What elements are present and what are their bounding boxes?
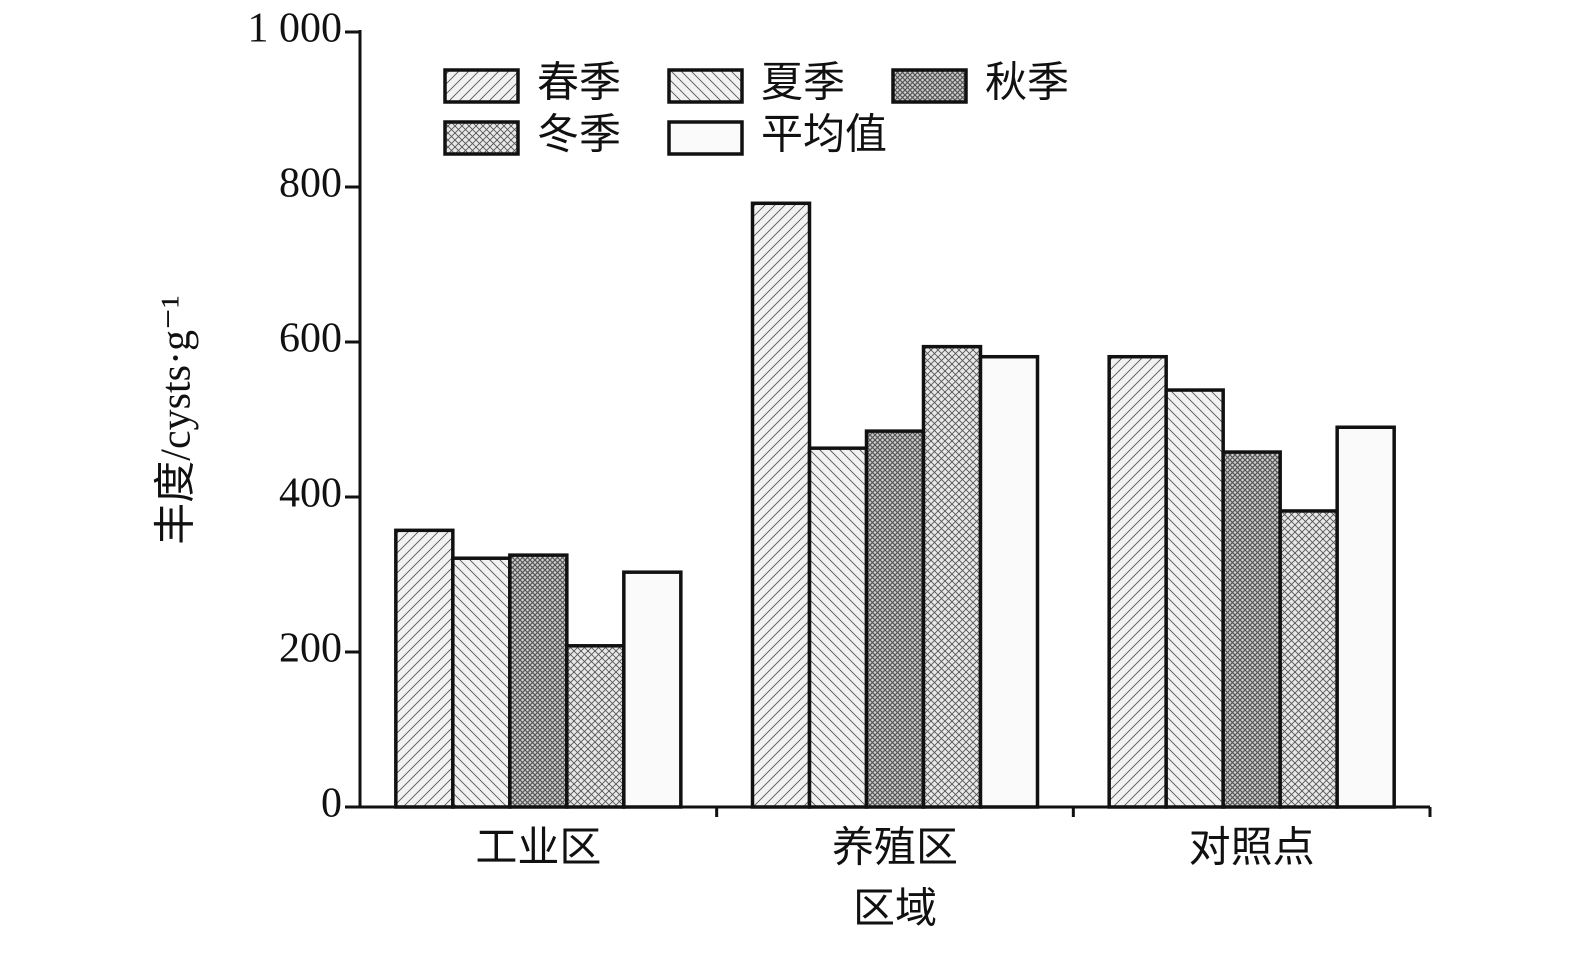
y-tick-label: 600 (279, 316, 342, 362)
y-tick-label: 1 000 (248, 6, 343, 52)
bar (921, 344, 983, 809)
legend-label: 平均值 (761, 113, 887, 159)
legend-label: 冬季 (537, 113, 621, 159)
legend-swatch (443, 120, 520, 156)
bar (394, 528, 455, 809)
y-tick-label: 400 (279, 471, 342, 517)
y-tick-label: 800 (279, 161, 342, 207)
bar (1335, 425, 1396, 809)
legend-swatch (891, 68, 968, 104)
legend-label: 夏季 (761, 61, 845, 107)
bar (1164, 388, 1225, 809)
legend-label: 春季 (537, 61, 621, 107)
y-tick-label: 200 (279, 626, 342, 672)
legend-label: 秋季 (985, 61, 1069, 107)
y-axis-title: 丰度/cysts·g⁻¹ (154, 295, 200, 544)
legend-swatch (443, 68, 520, 104)
bar (565, 644, 626, 809)
bar (508, 553, 569, 809)
bar (864, 429, 926, 809)
bar (622, 570, 683, 809)
x-tick-label: 养殖区 (832, 825, 958, 872)
x-axis-title: 区域 (853, 887, 937, 933)
x-tick-label: 工业区 (475, 826, 601, 872)
bar (1221, 450, 1282, 809)
legend-swatch (667, 120, 744, 156)
bar (807, 446, 869, 809)
bar (1278, 509, 1339, 809)
legend-swatch (667, 68, 744, 104)
bar (978, 354, 1040, 809)
y-tick-label: 0 (321, 781, 342, 827)
bar (1107, 354, 1168, 809)
bar (451, 556, 512, 809)
x-tick-label: 对照点 (1189, 826, 1315, 872)
bar (750, 201, 812, 809)
